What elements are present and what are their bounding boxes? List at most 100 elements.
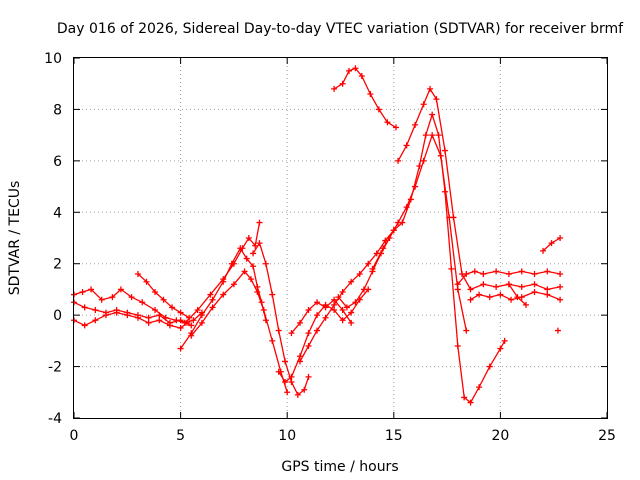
data-point xyxy=(557,235,564,241)
data-point xyxy=(322,304,329,311)
data-point xyxy=(194,307,201,313)
series-track-g xyxy=(188,268,291,396)
data-point xyxy=(493,268,500,275)
series-track-r xyxy=(505,281,529,308)
data-point xyxy=(156,317,163,324)
data-point xyxy=(348,319,355,326)
series-line xyxy=(371,113,506,404)
data-point xyxy=(467,296,474,303)
data-point xyxy=(505,281,512,288)
data-point xyxy=(339,289,346,295)
data-point xyxy=(450,214,457,221)
data-point xyxy=(128,294,135,301)
data-point xyxy=(296,319,303,326)
data-point xyxy=(422,132,429,139)
series-line xyxy=(457,270,561,285)
data-point xyxy=(557,296,564,303)
data-point xyxy=(230,281,237,288)
x-tick-label: 5 xyxy=(176,428,185,444)
data-point xyxy=(152,307,159,313)
data-point xyxy=(177,309,184,316)
data-point xyxy=(134,314,141,321)
plot-frame xyxy=(73,57,608,419)
series-track-b xyxy=(71,299,195,329)
x-tick-label: 10 xyxy=(278,428,296,444)
y-axis-label: SDTVAR / TECUs xyxy=(7,181,23,296)
data-point xyxy=(392,124,399,131)
data-point xyxy=(395,157,402,164)
series-line xyxy=(190,270,288,393)
data-point xyxy=(463,271,470,277)
data-point xyxy=(346,67,353,74)
data-point xyxy=(160,296,167,303)
y-tick-label: 0 xyxy=(53,308,62,324)
data-point xyxy=(501,337,508,344)
data-point xyxy=(467,399,474,406)
data-point xyxy=(145,319,152,326)
data-point xyxy=(497,291,504,298)
data-point xyxy=(480,281,487,288)
series-line xyxy=(333,67,397,129)
data-point xyxy=(314,299,321,306)
data-point xyxy=(467,286,474,293)
data-point xyxy=(113,309,120,316)
data-point xyxy=(177,325,184,331)
data-point xyxy=(288,330,295,337)
data-point xyxy=(92,307,99,313)
series-track-o xyxy=(454,268,564,288)
data-point xyxy=(461,394,468,401)
data-point xyxy=(476,291,483,298)
y-tick-label: -2 xyxy=(48,360,62,376)
data-point xyxy=(254,289,261,295)
data-point xyxy=(288,373,295,380)
data-point xyxy=(339,80,346,87)
data-point xyxy=(557,271,564,277)
data-point xyxy=(548,240,555,247)
series-track-h xyxy=(250,240,312,398)
data-point xyxy=(522,301,529,308)
data-point xyxy=(314,327,321,334)
data-point xyxy=(403,142,410,149)
data-point xyxy=(198,312,205,319)
data-point xyxy=(288,379,295,385)
data-point xyxy=(241,268,248,275)
data-point xyxy=(269,291,276,298)
data-point xyxy=(399,219,406,226)
data-point xyxy=(305,373,312,380)
series-line xyxy=(278,288,369,383)
data-point xyxy=(230,260,237,267)
data-point xyxy=(463,327,470,334)
data-point xyxy=(250,250,257,257)
data-point xyxy=(441,188,448,195)
data-point xyxy=(243,255,250,262)
series-track-s xyxy=(540,235,564,254)
data-point xyxy=(260,307,267,313)
data-point xyxy=(343,304,350,311)
data-point xyxy=(471,268,478,275)
data-point xyxy=(412,121,419,128)
data-point xyxy=(429,132,436,139)
data-point xyxy=(375,106,382,113)
data-point xyxy=(352,65,359,72)
data-point xyxy=(331,301,338,308)
data-point xyxy=(454,281,461,288)
data-point xyxy=(81,304,88,311)
series-track-t xyxy=(554,327,561,334)
data-point xyxy=(296,358,303,365)
data-point xyxy=(190,317,197,324)
data-point xyxy=(305,307,312,313)
data-point xyxy=(102,312,109,319)
series-track-p xyxy=(467,289,564,303)
data-point xyxy=(380,245,387,252)
data-point xyxy=(486,294,493,301)
data-point xyxy=(269,337,276,344)
data-point xyxy=(365,260,372,267)
series-line xyxy=(137,273,190,319)
data-point xyxy=(256,219,263,226)
x-tick-label: 15 xyxy=(385,428,403,444)
data-point xyxy=(356,271,363,277)
data-point xyxy=(339,307,346,313)
data-point xyxy=(497,345,504,352)
data-point xyxy=(250,263,257,270)
